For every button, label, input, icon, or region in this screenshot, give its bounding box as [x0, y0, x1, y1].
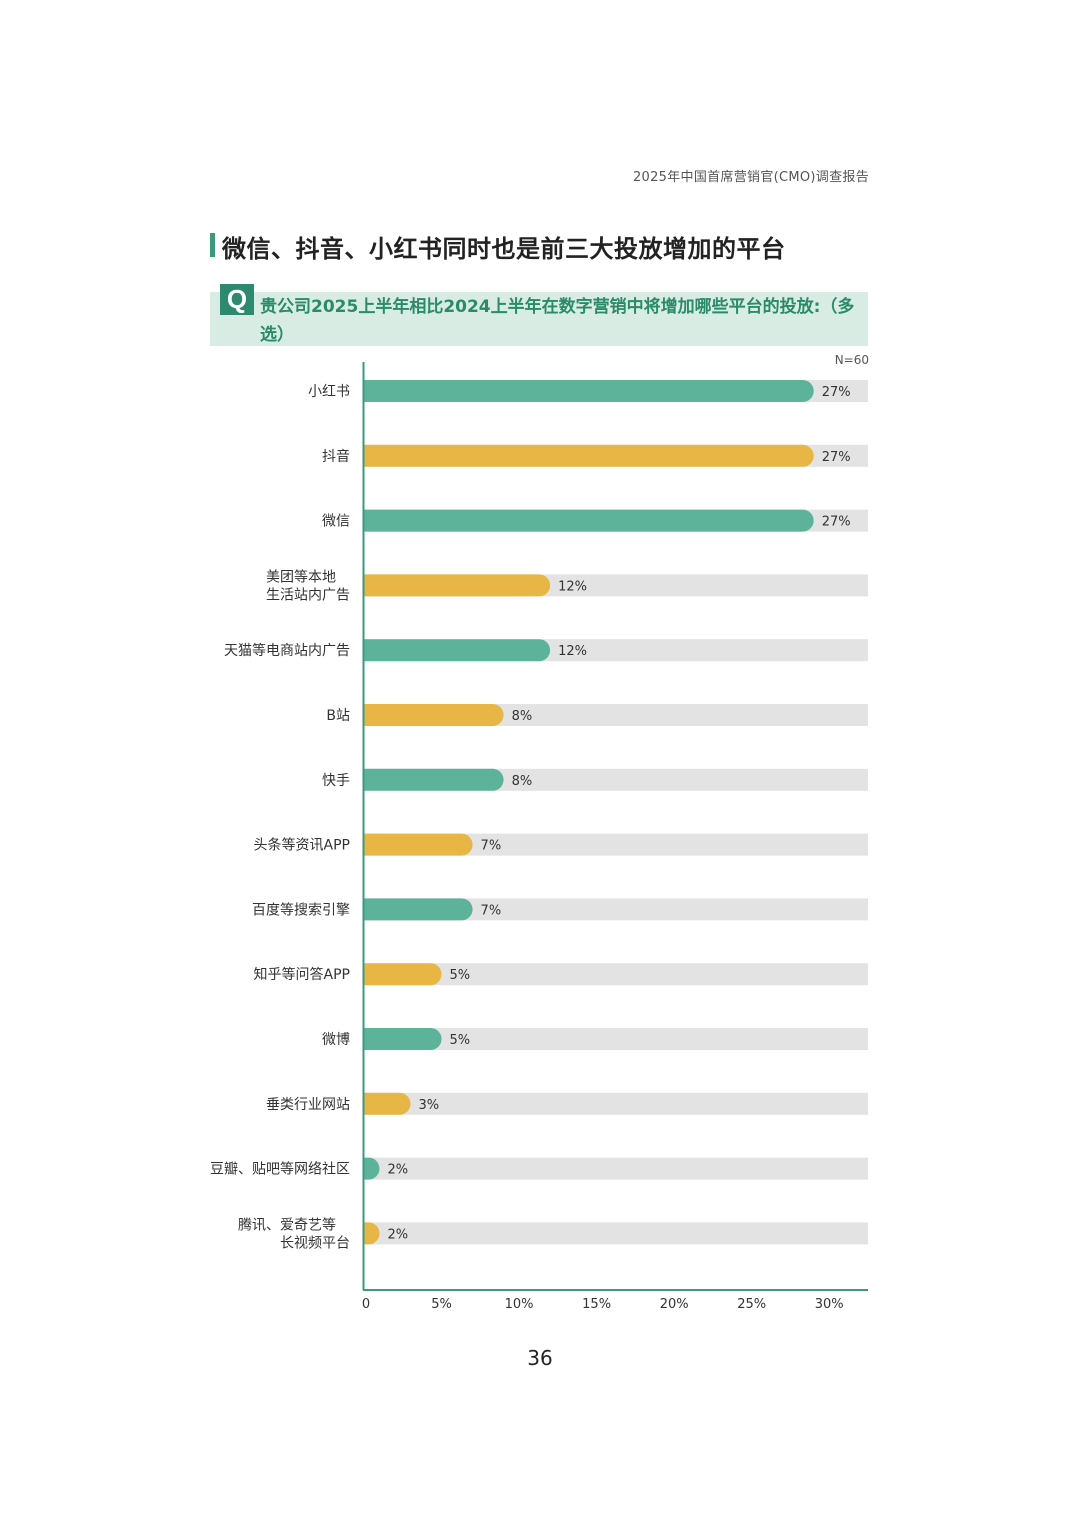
category-label: 头条等资讯APP	[254, 837, 350, 854]
category-label: 美团等本地生活站内广告	[266, 568, 350, 603]
bar-8	[364, 833, 473, 856]
data-label: 12%	[558, 579, 587, 594]
data-label: 8%	[512, 709, 533, 724]
x-tick-label: 20%	[660, 1297, 689, 1312]
bar-11	[364, 1028, 442, 1050]
bar-12	[364, 1092, 411, 1115]
bar-9	[364, 898, 473, 921]
data-label: 5%	[450, 1033, 471, 1048]
category-label-line: 美团等本地	[266, 568, 336, 585]
data-label: 8%	[512, 774, 533, 789]
category-label: 小红书	[308, 384, 350, 400]
category-label: 知乎等问答APP	[254, 966, 350, 983]
data-label: 2%	[388, 1227, 409, 1242]
title-accent-bar	[210, 233, 215, 257]
data-label: 3%	[419, 1098, 440, 1113]
question-box	[210, 292, 868, 346]
category-label-line: 腾讯、爱奇艺等	[238, 1216, 336, 1233]
bar-4	[364, 574, 551, 597]
bar-track	[364, 1157, 868, 1180]
data-label: 27%	[822, 385, 851, 400]
bar-3	[364, 509, 814, 532]
bar-track	[364, 833, 868, 856]
report-header: 2025年中国首席营销官(CMO)调查报告	[632, 170, 869, 185]
bar-14	[364, 1222, 380, 1245]
bar-7	[364, 768, 504, 791]
data-label: 12%	[558, 644, 587, 659]
data-label: 7%	[481, 839, 502, 854]
category-label: B站	[326, 708, 350, 724]
category-label: 垂类行业网站	[266, 1097, 350, 1113]
question-text: 贵公司2025上半年相比2024上半年在数字营销中将增加哪些平台的投放:（多选）	[260, 297, 855, 345]
category-label: 百度等搜索引擎	[252, 901, 350, 918]
page-title: 微信、抖音、小红书同时也是前三大投放增加的平台	[222, 235, 786, 263]
bar-2	[364, 444, 814, 467]
category-label-line: 生活站内广告	[266, 587, 350, 603]
data-label: 5%	[450, 968, 471, 983]
bar-6	[364, 704, 504, 726]
bar-10	[364, 963, 442, 986]
bar-1	[364, 380, 814, 402]
category-label: 腾讯、爱奇艺等长视频平台	[238, 1216, 350, 1251]
category-label: 微信	[322, 514, 350, 530]
bar-track	[364, 963, 868, 986]
category-label: 快手	[322, 773, 350, 789]
data-label: 7%	[481, 903, 502, 918]
data-label: 2%	[388, 1163, 409, 1178]
x-tick-label: 25%	[737, 1297, 766, 1312]
bar-13	[364, 1157, 380, 1180]
category-label: 抖音	[322, 448, 350, 465]
x-tick-label: 0	[362, 1297, 370, 1312]
category-label: 豆瓣、贴吧等网络社区	[210, 1161, 350, 1178]
bar-track	[364, 1222, 868, 1245]
data-label: 27%	[822, 450, 851, 465]
x-tick-label: 15%	[582, 1297, 611, 1312]
bar-track	[364, 1028, 868, 1050]
category-label: 天猫等电商站内广告	[224, 642, 350, 659]
data-label: 27%	[822, 515, 851, 530]
bar-track	[364, 898, 868, 921]
x-tick-label: 30%	[815, 1297, 844, 1312]
x-tick-label: 10%	[505, 1297, 534, 1312]
bar-track	[364, 1092, 868, 1115]
x-tick-label: 5%	[431, 1297, 452, 1312]
sample-size-label: N=60	[834, 353, 869, 367]
category-label-line: 长视频平台	[280, 1235, 350, 1251]
bar-5	[364, 639, 551, 662]
question-badge-icon: Q	[220, 284, 254, 315]
category-label: 微博	[322, 1031, 350, 1048]
page-number: 36	[527, 1346, 553, 1370]
